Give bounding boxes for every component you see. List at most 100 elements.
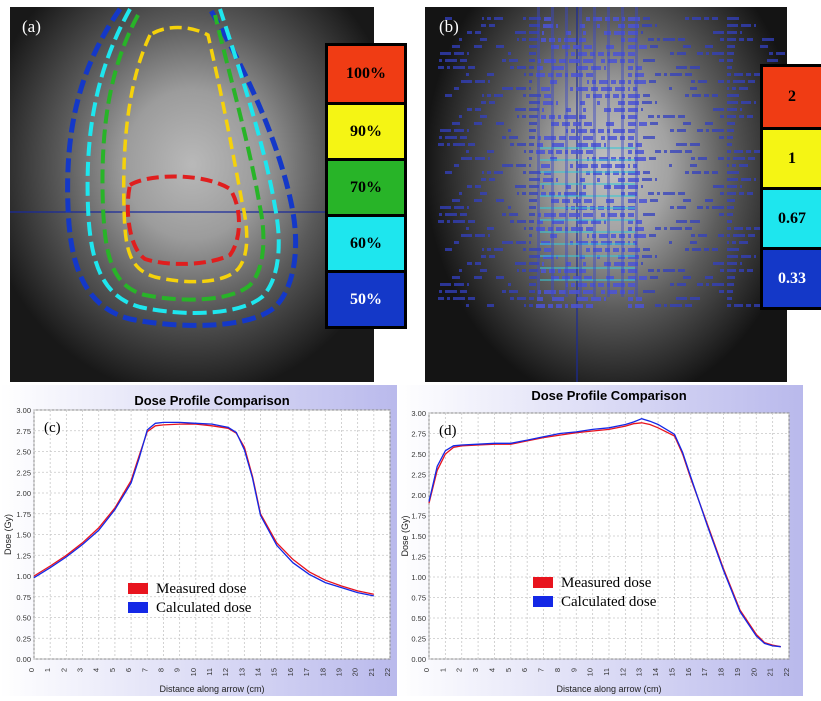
x-tick-label: 4 <box>92 668 101 672</box>
x-tick-label: 1 <box>438 668 447 672</box>
isodose-legend: 100% 90% 70% 60% 50% <box>325 43 407 329</box>
gamma-texture <box>438 7 786 308</box>
contour-70 <box>100 14 266 302</box>
y-tick-label: 0.75 <box>16 593 31 602</box>
x-tick-label: 1 <box>43 668 52 672</box>
x-axis-label: Distance along arrow (cm) <box>159 684 264 694</box>
panel-a-label: (a) <box>22 17 41 36</box>
x-tick-label: 8 <box>156 668 165 672</box>
series-line-calculated <box>428 418 781 648</box>
isodose-image-panel: (a) <box>10 7 374 382</box>
legend-swatch <box>128 583 148 594</box>
y-tick-label: 2.25 <box>411 471 426 480</box>
x-tick-label: 15 <box>667 668 676 676</box>
legend-entry: 60% <box>328 214 404 270</box>
x-tick-label: 0 <box>27 668 36 672</box>
y-tick-label: 1.75 <box>411 512 426 521</box>
x-tick-label: 17 <box>700 668 709 676</box>
x-tick-label: 6 <box>124 668 133 672</box>
x-tick-label: 2 <box>455 668 464 672</box>
x-tick-label: 7 <box>537 668 546 672</box>
x-tick-label: 4 <box>487 668 496 672</box>
gamma-image-panel: (b) <box>425 7 787 382</box>
legend-label: Calculated dose <box>561 594 657 610</box>
contour-50 <box>65 7 299 328</box>
x-tick-label: 19 <box>733 668 742 676</box>
panel-b-label: (b) <box>439 17 459 36</box>
y-tick-label: 1.50 <box>411 532 426 541</box>
x-tick-label: 5 <box>504 668 513 672</box>
y-tick-label: 2.00 <box>16 489 31 498</box>
x-tick-label: 16 <box>286 668 295 676</box>
x-tick-label: 22 <box>383 668 392 676</box>
legend-swatch <box>533 596 553 607</box>
x-tick-label: 9 <box>569 668 578 672</box>
y-tick-label: 0.50 <box>16 614 31 623</box>
legend-entry: 50% <box>328 270 404 326</box>
legend-label: Measured dose <box>561 575 652 591</box>
series-line-calculated <box>33 421 374 597</box>
contour-60 <box>85 8 281 315</box>
y-tick-label: 0.00 <box>16 655 31 664</box>
x-tick-label: 0 <box>422 668 431 672</box>
y-tick-label: 1.50 <box>16 531 31 540</box>
x-tick-label: 9 <box>173 668 182 672</box>
legend-entry: 70% <box>328 158 404 214</box>
y-tick-label: 1.00 <box>411 573 426 582</box>
x-tick-label: 12 <box>221 668 230 676</box>
legend-entry: 0.33 <box>763 247 821 307</box>
x-tick-label: 13 <box>635 668 644 676</box>
x-tick-label: 22 <box>782 668 791 676</box>
y-tick-label: 0.00 <box>411 655 426 664</box>
legend-entry: 1 <box>763 127 821 187</box>
x-tick-label: 6 <box>520 668 529 672</box>
y-axis-label: Dose (Gy) <box>400 515 410 556</box>
gamma-map <box>438 7 786 382</box>
dose-profile-chart-c: 0 1 2 3 4 5 6 7 8 9 10 11 12 13 14 15 16 17 18 19 20 21 22 0.00… <box>0 385 400 696</box>
x-tick-label: 7 <box>140 668 149 672</box>
y-tick-label: 0.50 <box>411 614 426 623</box>
y-tick-label: 1.75 <box>16 510 31 519</box>
x-tick-label: 20 <box>351 668 360 676</box>
x-tick-label: 2 <box>59 668 68 672</box>
y-tick-label: 2.50 <box>411 450 426 459</box>
chart-title: Dose Profile Comparison <box>134 393 289 408</box>
x-tick-label: 5 <box>108 668 117 672</box>
y-tick-label: 1.25 <box>16 551 31 560</box>
y-tick-label: 3.00 <box>16 406 31 415</box>
legend-entry: 2 <box>763 67 821 127</box>
x-tick-label: 13 <box>237 668 246 676</box>
x-tick-label: 3 <box>76 668 85 672</box>
series-line-measured <box>33 423 374 595</box>
x-tick-label: 10 <box>189 668 198 676</box>
y-tick-label: 2.25 <box>16 468 31 477</box>
y-tick-label: 3.00 <box>411 409 426 418</box>
y-tick-label: 0.25 <box>16 634 31 643</box>
x-tick-label: 18 <box>318 668 327 676</box>
x-tick-label: 19 <box>334 668 343 676</box>
y-tick-label: 2.75 <box>16 427 31 436</box>
x-tick-label: 15 <box>270 668 279 676</box>
x-tick-label: 21 <box>367 668 376 676</box>
contour-100 <box>125 174 241 266</box>
panel-label: (d) <box>439 423 457 439</box>
y-tick-label: 2.50 <box>16 448 31 457</box>
x-tick-label: 17 <box>302 668 311 676</box>
x-tick-label: 20 <box>749 668 758 676</box>
x-tick-label: 8 <box>553 668 562 672</box>
y-tick-label: 2.75 <box>411 430 426 439</box>
x-tick-label: 12 <box>618 668 627 676</box>
legend-label: Measured dose <box>156 581 247 597</box>
y-tick-label: 0.75 <box>411 594 426 603</box>
y-axis-label: Dose (Gy) <box>3 514 13 555</box>
x-tick-label: 3 <box>471 668 480 672</box>
legend-label: Calculated dose <box>156 600 252 616</box>
x-tick-label: 10 <box>586 668 595 676</box>
x-tick-label: 21 <box>766 668 775 676</box>
x-tick-label: 11 <box>205 668 214 676</box>
y-tick-label: 1.00 <box>16 572 31 581</box>
y-tick-label: 1.25 <box>411 553 426 562</box>
legend-swatch <box>533 577 553 588</box>
x-tick-label: 11 <box>602 668 611 676</box>
legend-swatch <box>128 602 148 613</box>
